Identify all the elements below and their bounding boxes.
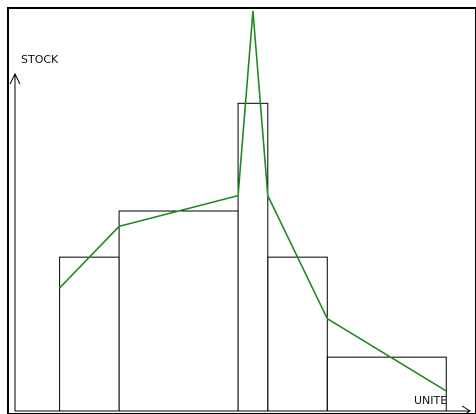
frequency-polygon-line bbox=[59, 10, 447, 392]
y-axis-label: STOCK bbox=[21, 53, 59, 66]
y-axis-arrow bbox=[9, 72, 21, 85]
histogram-bar-5 bbox=[326, 356, 447, 412]
x-axis-label: UNITE bbox=[414, 394, 447, 407]
chart-frame-border bbox=[7, 7, 476, 414]
frequency-polygon-layer bbox=[59, 10, 447, 392]
x-axis-arrow bbox=[461, 405, 471, 414]
